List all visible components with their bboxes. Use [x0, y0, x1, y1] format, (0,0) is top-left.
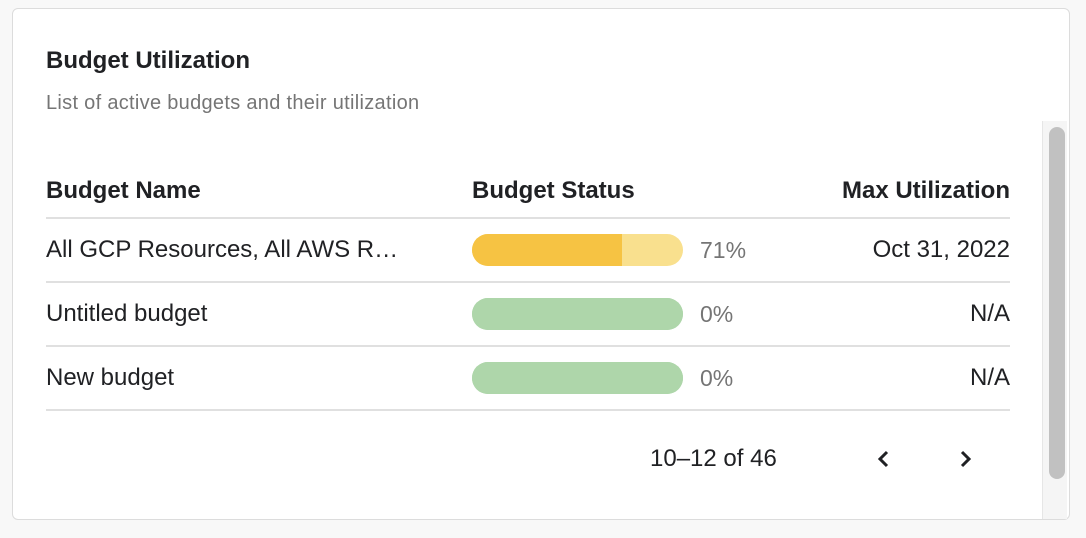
utilization-bar-fill	[472, 234, 622, 266]
utilization-bar-fill	[472, 362, 683, 394]
pagination-range: 10–12 of 46	[650, 445, 777, 472]
utilization-bar-fill	[472, 298, 683, 330]
scrollbar-thumb[interactable]	[1049, 127, 1065, 479]
table-row[interactable]: Untitled budget 0% N/A	[46, 283, 1010, 347]
header-max-utilization: Max Utilization	[841, 176, 1010, 204]
budget-status: 71%	[472, 219, 772, 281]
utilization-percent: 0%	[700, 364, 734, 391]
pagination: 10–12 of 46	[13, 439, 1071, 479]
utilization-bar	[472, 362, 683, 394]
budget-status: 0%	[472, 347, 772, 409]
previous-page-button[interactable]	[864, 439, 904, 479]
utilization-bar	[472, 234, 683, 266]
chevron-left-icon	[877, 450, 889, 468]
budget-table: Budget Name Budget Status Max Utilizatio…	[46, 164, 1010, 411]
budget-utilization-card: Budget Utilization List of active budget…	[12, 8, 1070, 520]
next-page-button[interactable]	[945, 439, 985, 479]
card-title: Budget Utilization	[46, 47, 250, 74]
table-row[interactable]: All GCP Resources, All AWS R… 71% Oct 31…	[46, 219, 1010, 283]
utilization-percent: 71%	[700, 236, 747, 263]
max-utilization: N/A	[969, 364, 1010, 391]
budget-name: All GCP Resources, All AWS R…	[46, 236, 399, 263]
chevron-right-icon	[960, 450, 972, 468]
utilization-percent: 0%	[700, 300, 734, 327]
vertical-scrollbar[interactable]	[1042, 121, 1067, 519]
budget-name: New budget	[46, 364, 175, 391]
max-utilization: N/A	[969, 300, 1010, 327]
header-budget-name: Budget Name	[46, 176, 201, 204]
max-utilization: Oct 31, 2022	[872, 236, 1010, 263]
table-row[interactable]: New budget 0% N/A	[46, 347, 1010, 411]
budget-name: Untitled budget	[46, 300, 208, 327]
utilization-bar	[472, 298, 683, 330]
table-header-row: Budget Name Budget Status Max Utilizatio…	[46, 164, 1010, 219]
card-subtitle: List of active budgets and their utiliza…	[46, 92, 420, 114]
budget-status: 0%	[472, 283, 772, 345]
header-budget-status: Budget Status	[472, 176, 635, 204]
